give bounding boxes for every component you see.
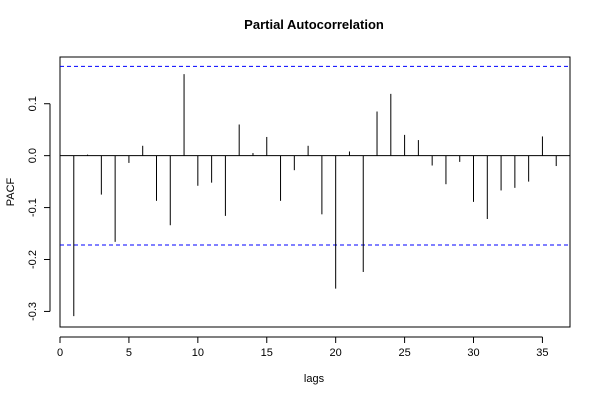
y-tick-label: -0.1 — [27, 198, 39, 217]
plot-frame — [59, 56, 571, 328]
x-tick-label: 25 — [398, 347, 410, 359]
y-tick-label: -0.3 — [27, 302, 39, 321]
chart-title: Partial Autocorrelation — [244, 17, 384, 32]
y-tick-label: 0.0 — [27, 148, 39, 163]
x-axis-label: lags — [304, 373, 325, 385]
x-tick-label: 0 — [57, 347, 63, 359]
x-tick-label: 30 — [467, 347, 479, 359]
y-tick-label: 0.1 — [27, 96, 39, 111]
y-tick-label: -0.2 — [27, 250, 39, 269]
x-tick-label: 10 — [192, 347, 204, 359]
x-tick-label: 20 — [330, 347, 342, 359]
y-axis-label: PACF — [5, 177, 17, 206]
x-tick-label: 15 — [261, 347, 273, 359]
x-tick-label: 5 — [126, 347, 132, 359]
x-tick-label: 35 — [536, 347, 548, 359]
